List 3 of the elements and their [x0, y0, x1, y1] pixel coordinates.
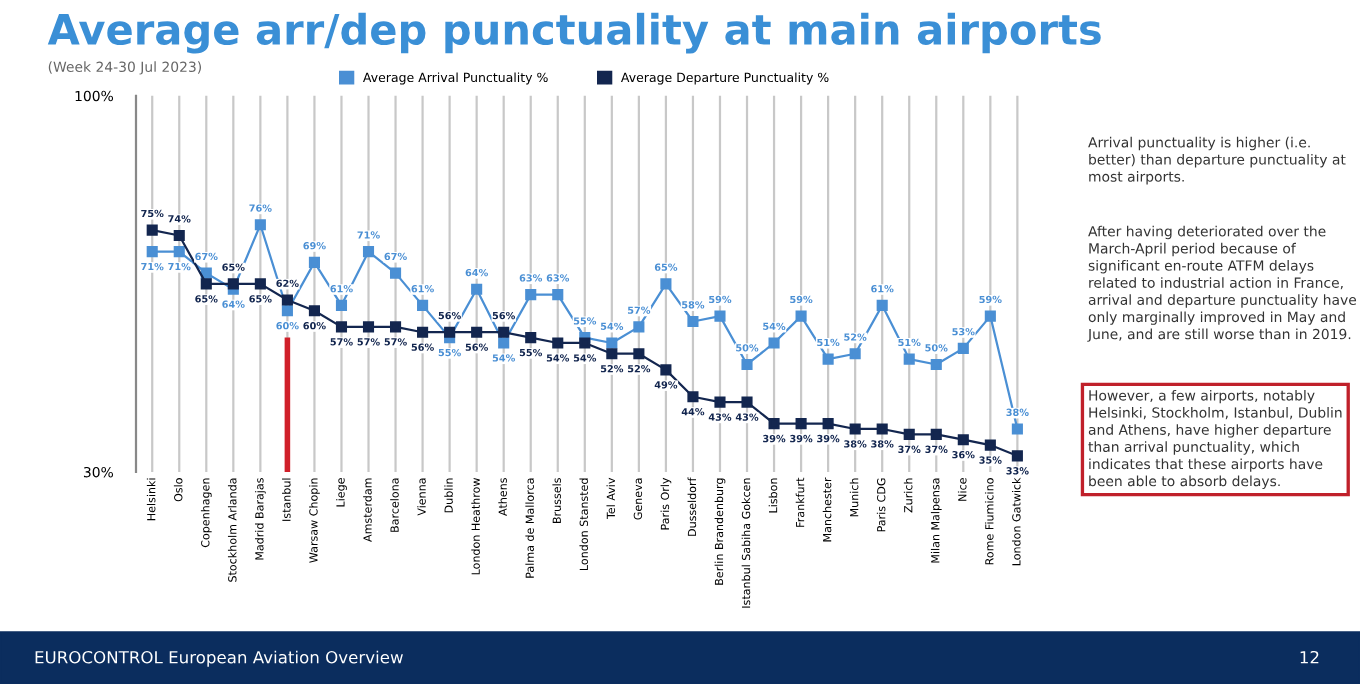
text: EUROCONTROL European Aviation Overview — [35, 650, 403, 667]
chart-title: Average arr/dep punctuality at main airports — [47, 12, 1101, 54]
text: 12 — [1300, 650, 1319, 664]
